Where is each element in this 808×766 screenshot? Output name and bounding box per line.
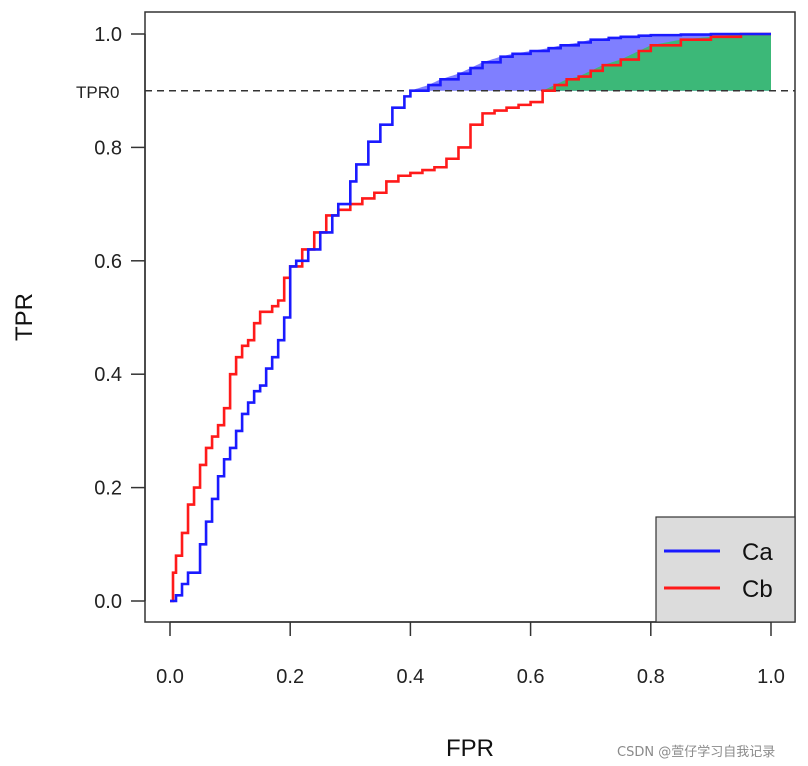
x-tick-label: 0.0 <box>156 666 184 688</box>
watermark-text: CSDN @萱仔学习自我记录 <box>617 744 775 760</box>
x-axis-title: FPR <box>446 735 494 762</box>
x-tick-label: 0.2 <box>276 666 304 688</box>
y-tick-label: 1.0 <box>94 24 122 46</box>
shaded-region-cb <box>542 34 771 91</box>
legend-label-ca: Ca <box>742 539 773 566</box>
x-tick-label: 0.4 <box>396 666 424 688</box>
tpr0-label: TPR0 <box>76 83 119 102</box>
y-axis-title: TPR <box>11 293 38 341</box>
y-axis: 0.0 0.2 0.4 0.6 0.8 1.0 <box>94 24 146 613</box>
y-tick-label: 0.0 <box>94 591 122 613</box>
legend: Ca Cb <box>655 516 796 623</box>
series-line-ca <box>170 32 771 603</box>
y-tick-label: 0.2 <box>94 478 122 500</box>
shaded-regions <box>410 34 771 91</box>
series-layer <box>170 32 771 603</box>
series-line-cb <box>170 32 771 603</box>
x-axis: 0.0 0.2 0.4 0.6 0.8 1.0 <box>156 621 785 688</box>
y-tick-label: 0.6 <box>94 251 122 273</box>
legend-label-cb: Cb <box>742 576 773 603</box>
y-tick-label: 0.4 <box>94 364 122 386</box>
x-tick-label: 0.8 <box>637 666 665 688</box>
x-tick-label: 0.6 <box>517 666 545 688</box>
x-tick-label: 1.0 <box>757 666 785 688</box>
legend-box <box>655 516 796 623</box>
y-tick-label: 0.8 <box>94 137 122 159</box>
